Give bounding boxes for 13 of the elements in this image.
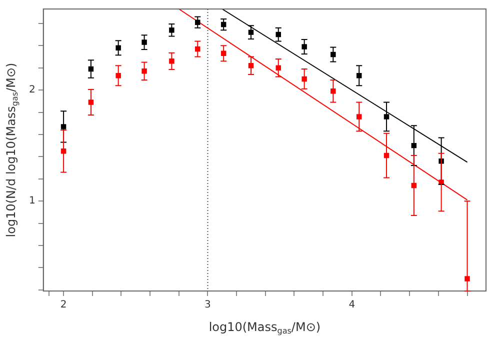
point (169, 58, 174, 64)
point (195, 20, 200, 25)
point (464, 276, 470, 282)
y-axis-title: log10(N/d log10(Massgas/M⊙) (4, 62, 20, 238)
point (302, 44, 307, 50)
point (330, 88, 336, 94)
point (142, 40, 147, 45)
x-tick-label: 4 (348, 300, 356, 311)
point (116, 45, 121, 50)
x-tick-label: 3 (204, 300, 211, 311)
y-tick-label: 1 (28, 196, 36, 207)
x-tick-label: 2 (60, 300, 67, 311)
point (142, 68, 147, 74)
